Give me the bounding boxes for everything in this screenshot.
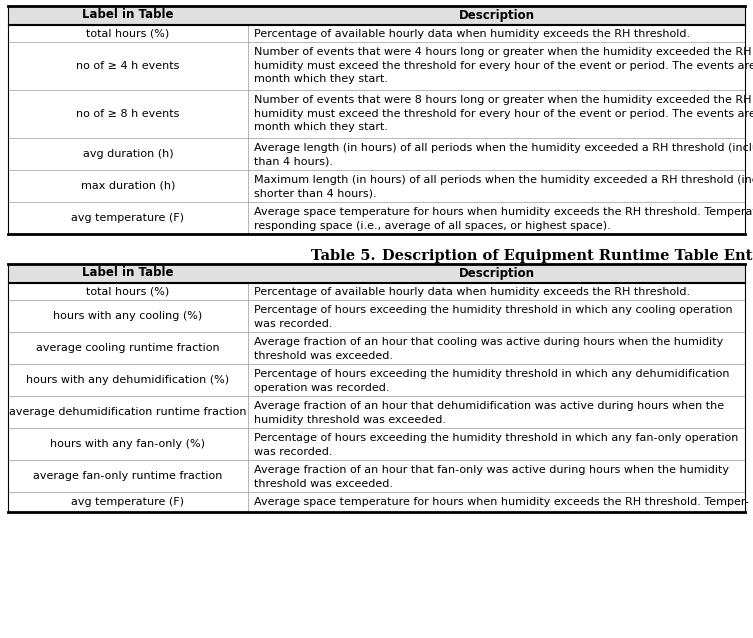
Text: average fan-only runtime fraction: average fan-only runtime fraction [33, 471, 223, 481]
Text: avg duration (h): avg duration (h) [83, 149, 173, 159]
Text: Percentage of available hourly data when humidity exceeds the RH threshold.: Percentage of available hourly data when… [254, 287, 691, 297]
Text: Average fraction of an hour that cooling was active during hours when the humidi: Average fraction of an hour that cooling… [254, 337, 723, 360]
Text: total hours (%): total hours (%) [87, 286, 169, 296]
Text: Number of events that were 8 hours long or greater when the humidity exceeded th: Number of events that were 8 hours long … [254, 95, 753, 132]
Text: avg temperature (F): avg temperature (F) [72, 497, 184, 507]
Text: Number of events that were 4 hours long or greater when the humidity exceeded th: Number of events that were 4 hours long … [254, 47, 753, 84]
Text: hours with any cooling (%): hours with any cooling (%) [53, 311, 203, 321]
Text: no of ≥ 8 h events: no of ≥ 8 h events [76, 109, 180, 119]
Polygon shape [8, 6, 745, 24]
Text: Average fraction of an hour that fan-only was active during hours when the humid: Average fraction of an hour that fan-onl… [254, 465, 729, 489]
Text: total hours (%): total hours (%) [87, 28, 169, 38]
Text: hours with any fan-only (%): hours with any fan-only (%) [50, 439, 206, 449]
Text: Description: Description [459, 8, 535, 22]
Text: Percentage of hours exceeding the humidity threshold in which any cooling operat: Percentage of hours exceeding the humidi… [254, 305, 733, 329]
Text: Percentage of hours exceeding the humidity threshold in which any fan-only opera: Percentage of hours exceeding the humidi… [254, 433, 739, 457]
Text: no of ≥ 4 h events: no of ≥ 4 h events [76, 61, 180, 71]
Text: Average space temperature for hours when humidity exceeds the RH threshold. Temp: Average space temperature for hours when… [254, 207, 753, 230]
Text: Description of Equipment Runtime Table Entries: Description of Equipment Runtime Table E… [382, 249, 753, 263]
Text: max duration (h): max duration (h) [81, 181, 175, 191]
Text: average cooling runtime fraction: average cooling runtime fraction [36, 343, 220, 353]
Text: Percentage of available hourly data when humidity exceeds the RH threshold.: Percentage of available hourly data when… [254, 29, 691, 39]
Text: hours with any dehumidification (%): hours with any dehumidification (%) [26, 375, 230, 385]
Text: Table 5.: Table 5. [312, 249, 376, 263]
Text: Description: Description [459, 267, 535, 279]
Text: Label in Table: Label in Table [82, 267, 174, 279]
Text: Average fraction of an hour that dehumidification was active during hours when t: Average fraction of an hour that dehumid… [254, 401, 724, 425]
Text: avg temperature (F): avg temperature (F) [72, 213, 184, 223]
Text: average dehumidification runtime fraction: average dehumidification runtime fractio… [9, 407, 247, 417]
Text: Label in Table: Label in Table [82, 8, 174, 22]
Polygon shape [8, 264, 745, 282]
Text: Percentage of hours exceeding the humidity threshold in which any dehumidificati: Percentage of hours exceeding the humidi… [254, 369, 730, 392]
Text: Maximum length (in hours) of all periods when the humidity exceeded a RH thresho: Maximum length (in hours) of all periods… [254, 175, 753, 198]
Text: Average length (in hours) of all periods when the humidity exceeded a RH thresho: Average length (in hours) of all periods… [254, 143, 753, 167]
Text: Average space temperature for hours when humidity exceeds the RH threshold. Temp: Average space temperature for hours when… [254, 497, 748, 507]
